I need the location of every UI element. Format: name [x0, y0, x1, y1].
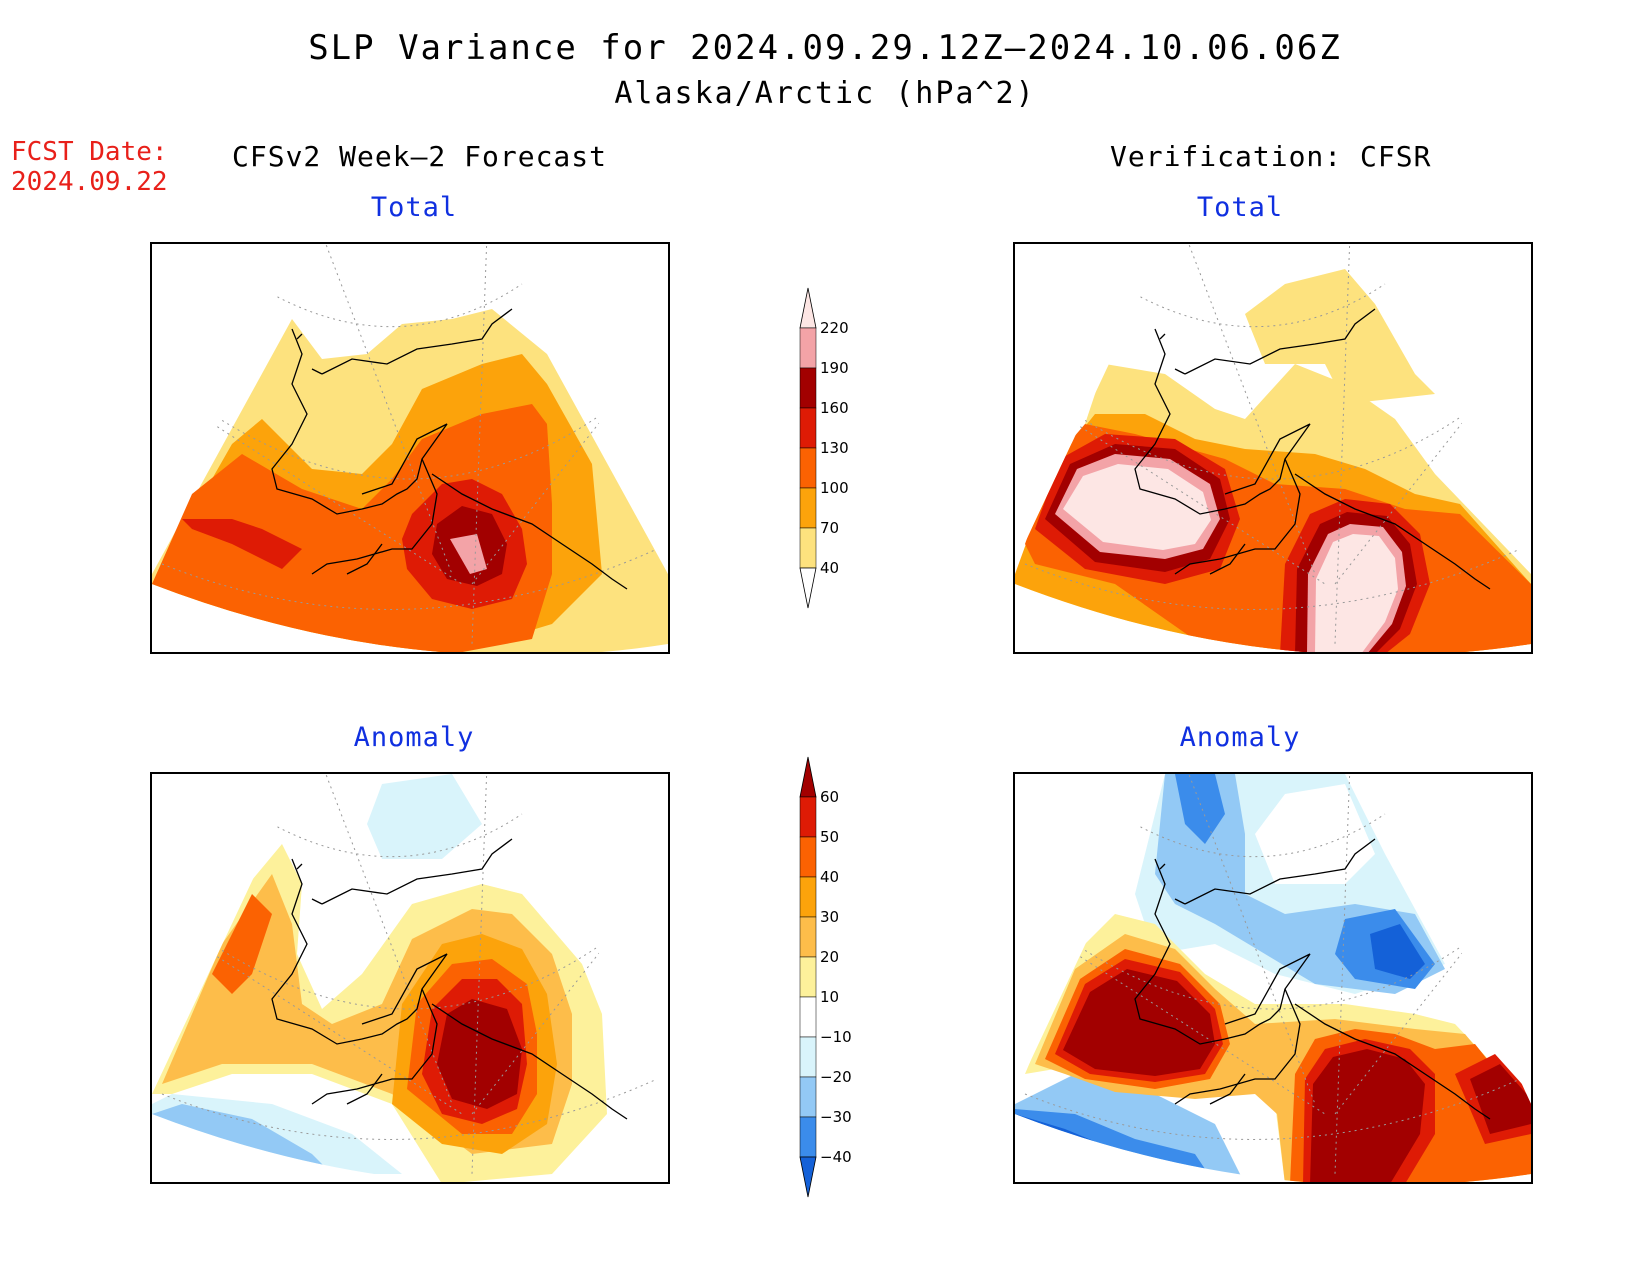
figure-subtitle: Alaska/Arctic (hPa^2): [614, 76, 1036, 111]
anomaly-colorbar-swatch: [799, 1076, 817, 1118]
total-colorbar-swatch: [799, 487, 817, 529]
anomaly-colorbar-swatch: [799, 1036, 817, 1078]
total-colorbar-top-arrow: [799, 287, 817, 329]
anomaly-colorbar-swatch: [799, 876, 817, 918]
anomaly-colorbar-level-label: 20: [820, 948, 839, 966]
anomaly-colorbar-level-label: −40: [820, 1148, 852, 1166]
anomaly-colorbar-swatch: [799, 916, 817, 958]
verification-anomaly-label: Anomaly: [1179, 722, 1301, 753]
fcst-date-block: FCST Date: 2024.09.22: [11, 137, 168, 197]
forecast-anomaly-map: [150, 772, 670, 1184]
total-colorbar-swatch: [799, 327, 817, 369]
anomaly-colorbar-level-label: 30: [820, 908, 839, 926]
figure-title: SLP Variance for 2024.09.29.12Z–2024.10.…: [308, 28, 1342, 68]
anomaly-colorbar-swatch: [799, 956, 817, 998]
anomaly-colorbar-swatch: [799, 836, 817, 878]
forecast-total-map: [150, 242, 670, 654]
anomaly-colorbar-level-label: 40: [820, 868, 839, 886]
anomaly-colorbar-bottom-arrow: [799, 1156, 817, 1198]
total-colorbar-swatch: [799, 527, 817, 569]
total-colorbar: 40 70 100 130 160 190 220: [799, 287, 849, 609]
anomaly-colorbar: −40 −30 −20 −10 10 20 30 40 50 60: [799, 756, 852, 1198]
verification-total-label: Total: [1196, 192, 1284, 223]
anomaly-colorbar-swatch: [799, 1116, 817, 1158]
total-colorbar-swatch: [799, 367, 817, 409]
fcst-date-label: FCST Date:: [11, 137, 168, 167]
total-colorbar-level-label: 220: [820, 319, 849, 337]
verification-total-map: [1013, 242, 1533, 654]
total-colorbar-level-label: 160: [820, 399, 849, 417]
total-colorbar-level-label: 130: [820, 439, 849, 457]
anomaly-colorbar-level-label: 60: [820, 788, 839, 806]
total-colorbar-level-label: 70: [820, 519, 839, 537]
total-colorbar-level-label: 100: [820, 479, 849, 497]
total-colorbar-swatch: [799, 447, 817, 489]
anomaly-colorbar-level-label: 50: [820, 828, 839, 846]
anomaly-colorbar-swatch: [799, 996, 817, 1038]
verification-anomaly-map: [1013, 772, 1533, 1184]
anomaly-colorbar-level-label: −10: [820, 1028, 852, 1046]
forecast-total-label: Total: [370, 192, 458, 223]
left-column-title: CFSv2 Week–2 Forecast: [232, 140, 608, 173]
total-colorbar-level-label: 40: [820, 559, 839, 577]
anomaly-colorbar-top-arrow: [799, 756, 817, 798]
anomaly-colorbar-swatch: [799, 796, 817, 838]
forecast-anomaly-label: Anomaly: [353, 722, 475, 753]
total-colorbar-bottom-arrow: [799, 567, 817, 609]
right-column-title: Verification: CFSR: [1110, 140, 1432, 173]
total-colorbar-level-label: 190: [820, 359, 849, 377]
anomaly-colorbar-level-label: −20: [820, 1068, 852, 1086]
anomaly-colorbar-level-label: −30: [820, 1108, 852, 1126]
total-colorbar-swatch: [799, 407, 817, 449]
fcst-date-value: 2024.09.22: [11, 167, 168, 197]
anomaly-colorbar-level-label: 10: [820, 988, 839, 1006]
